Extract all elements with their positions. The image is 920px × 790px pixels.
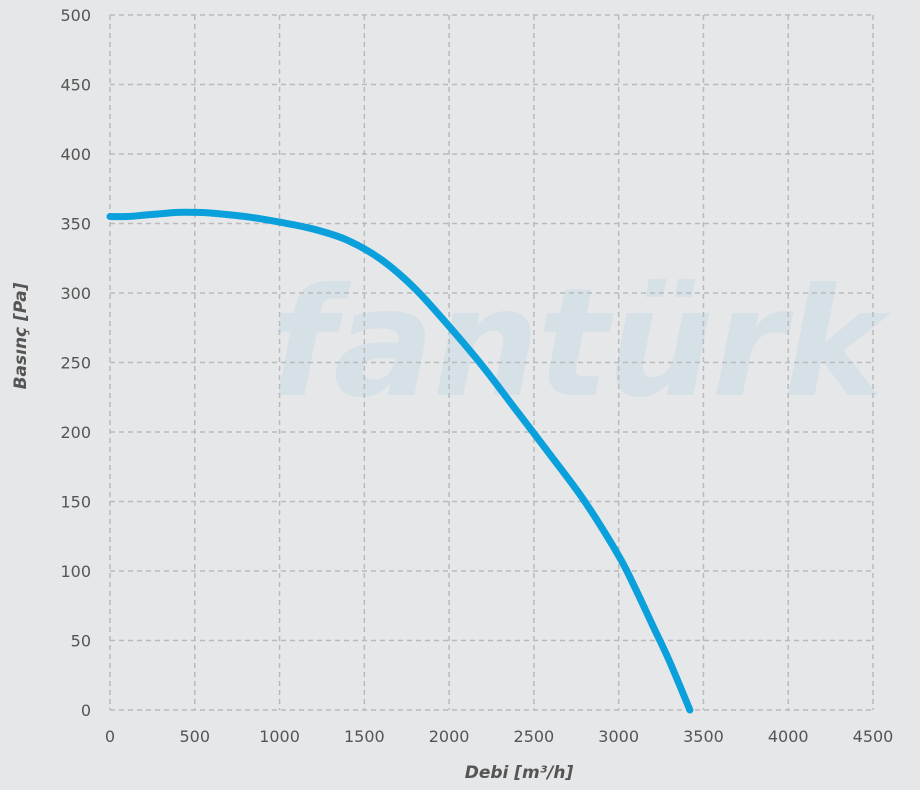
x-tick-label: 4500 [853,727,894,746]
x-tick-label: 2000 [429,727,470,746]
y-tick-label: 200 [60,423,91,442]
y-tick-label: 150 [60,493,91,512]
watermark-logo: fantürk [270,257,892,431]
x-tick-label: 0 [105,727,115,746]
x-tick-label: 4000 [768,727,809,746]
y-tick-label: 450 [60,76,91,95]
y-tick-label: 100 [60,562,91,581]
grid [109,14,874,711]
x-tick-label: 1000 [259,727,300,746]
series-line-0 [106,208,694,714]
y-tick-label: 500 [60,6,91,25]
y-axis-title: Basınç [Pa] [11,282,31,389]
y-axis-ticks: 0 50 100 150 200 250 300 350 400 450 500 [60,6,91,720]
x-tick-label: 3000 [598,727,639,746]
x-tick-label: 500 [180,727,211,746]
x-axis-title: Debi [m³/h] [465,763,574,783]
y-tick-label: 0 [81,701,91,720]
series-layer [106,208,694,714]
x-axis-ticks: 0 500 1000 1500 2000 2500 3000 3500 4000 4500 [105,727,893,746]
x-tick-label: 2500 [514,727,555,746]
x-tick-label: 3500 [683,727,724,746]
y-tick-label: 50 [71,632,91,651]
y-tick-label: 400 [60,145,91,164]
y-tick-label: 300 [60,284,91,303]
x-tick-label: 1500 [344,727,385,746]
y-tick-label: 250 [60,354,91,373]
y-tick-label: 350 [60,215,91,234]
